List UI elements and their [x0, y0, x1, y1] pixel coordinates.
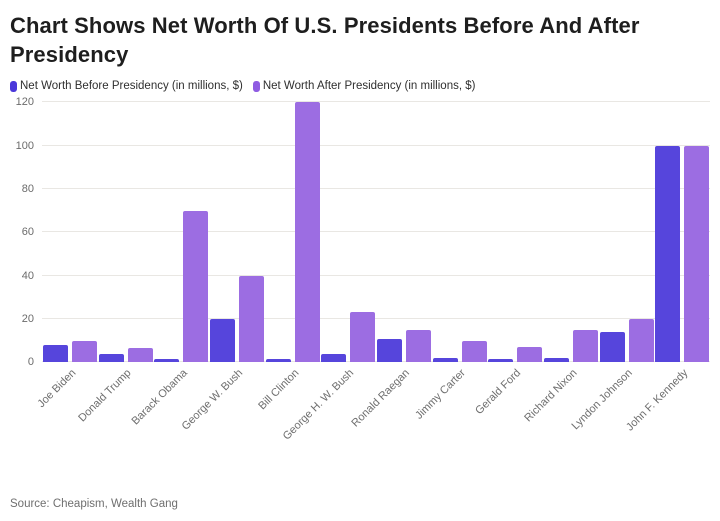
bar-before-george-w-bush	[209, 318, 235, 363]
bar-after-richard-nixon	[572, 329, 598, 363]
bar-after-lyndon-johnson	[628, 318, 654, 363]
bar-group-john-f-kennedy	[655, 102, 710, 363]
gridline-60	[42, 231, 710, 233]
gridline-100	[42, 144, 710, 146]
bar-group-joe-biden	[42, 102, 97, 363]
bar-after-george-w-bush	[238, 275, 264, 363]
bar-group-lyndon-johnson	[599, 102, 654, 363]
bar-before-ronald-raegan	[376, 339, 402, 363]
x-tick-label-george-w-bush: George W. Bush	[179, 367, 246, 433]
bar-group-george-h-w-bush	[321, 102, 376, 363]
gridline-40	[42, 274, 710, 276]
gridline-0	[42, 361, 710, 363]
y-tick-label-120: 120	[15, 96, 34, 109]
legend-swatch-before-icon	[10, 80, 17, 92]
bar-before-joe-biden	[42, 344, 68, 363]
x-tick-label-jimmy-carter: Jimmy Carter	[413, 367, 468, 422]
legend-item-after: Net Worth After Presidency (in millions,…	[252, 80, 476, 93]
y-tick-label-40: 40	[21, 269, 34, 282]
bar-group-gerald-ford	[488, 102, 543, 363]
bar-before-donald-trump	[98, 353, 124, 363]
bar-before-richard-nixon	[543, 357, 569, 363]
chart-legend: Net Worth Before Presidency (in millions…	[0, 69, 720, 92]
bar-after-gerald-ford	[517, 347, 543, 363]
x-tick-label-gerald-ford: Gerald Ford	[473, 367, 524, 418]
plot-wrap: Joe Biden Donald Trump Barack Obama George …	[35, 101, 710, 472]
bar-after-bill-clinton	[294, 102, 320, 363]
legend-label-before: Net Worth Before Presidency (in millions…	[20, 80, 243, 93]
bar-group-george-w-bush	[209, 102, 264, 363]
bar-group-donald-trump	[98, 102, 153, 363]
y-tick-label-0: 0	[27, 356, 34, 369]
bar-group-ronald-raegan	[376, 102, 431, 363]
legend-item-before: Net Worth Before Presidency (in millions…	[10, 80, 243, 92]
bar-group-jimmy-carter	[432, 102, 487, 363]
x-tick-label-richard-nixon: Richard Nixon	[521, 367, 580, 425]
bar-after-john-f-kennedy	[684, 145, 710, 363]
bar-after-george-h-w-bush	[350, 312, 376, 363]
x-axis: Joe Biden Donald Trump Barack Obama George …	[35, 362, 710, 472]
bar-after-ronald-raegan	[405, 329, 431, 363]
y-tick-label-20: 20	[21, 312, 34, 325]
x-tick-label-donald-trump: Donald Trump	[76, 367, 134, 425]
bar-after-joe-biden	[71, 340, 97, 363]
bar-after-barack-obama	[183, 210, 209, 363]
y-axis: 0 20 40 60 80 100 120	[12, 96, 42, 368]
bar-before-jimmy-carter	[432, 357, 458, 363]
bar-before-john-f-kennedy	[655, 145, 681, 363]
source-attribution: Source: Cheapism, Wealth Gang	[10, 498, 178, 510]
gridline-80	[42, 187, 710, 189]
bar-before-barack-obama	[154, 359, 180, 363]
y-tick-label-100: 100	[15, 139, 34, 152]
bar-group-richard-nixon	[543, 102, 598, 363]
x-tick-label-ronald-raegan: Ronald Raegan	[349, 367, 413, 430]
x-tick-label-john-f-kennedy: John F. Kennedy	[624, 367, 691, 434]
x-tick-label-bill-clinton: Bill Clinton	[255, 367, 301, 413]
bar-before-gerald-ford	[488, 359, 514, 363]
bar-after-jimmy-carter	[461, 340, 487, 363]
y-tick-label-80: 80	[21, 182, 34, 195]
bar-before-bill-clinton	[265, 359, 291, 363]
legend-swatch-after-icon	[252, 80, 260, 92]
bar-group-barack-obama	[154, 102, 209, 363]
bar-chart: 0 20 40 60 80 100 120 Joe Biden Donald Trump Bar…	[0, 92, 720, 472]
legend-label-after: Net Worth After Presidency (in millions,…	[262, 80, 476, 93]
gridline-20	[42, 317, 710, 319]
plot-area	[42, 101, 710, 363]
bar-before-george-h-w-bush	[321, 353, 347, 363]
bar-group-bill-clinton	[265, 102, 320, 363]
x-tick-label-barack-obama: Barack Obama	[129, 367, 190, 428]
page-title: Chart Shows Net Worth Of U.S. Presidents…	[10, 13, 640, 67]
gridline-120	[42, 101, 710, 103]
bar-after-donald-trump	[127, 348, 153, 363]
bar-before-lyndon-johnson	[599, 331, 625, 363]
y-tick-label-60: 60	[21, 226, 34, 239]
x-tick-label-joe-biden: Joe Biden	[35, 367, 79, 411]
